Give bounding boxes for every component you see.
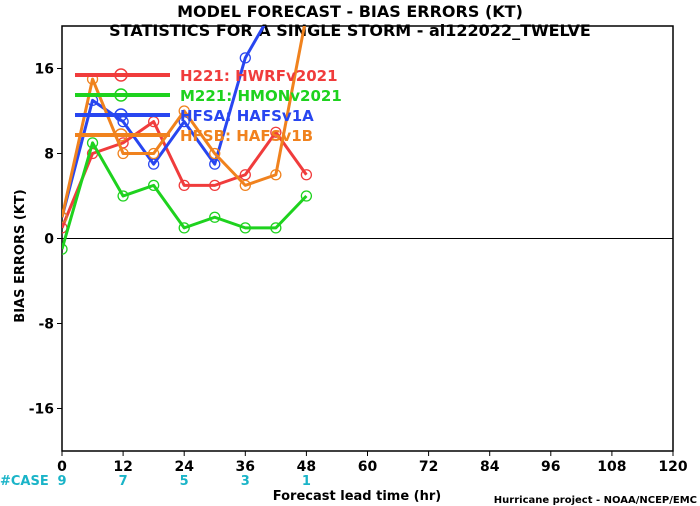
case-count: 3 — [241, 474, 250, 489]
x-tick-label: 0 — [57, 459, 67, 475]
data-point — [62, 211, 68, 223]
data-point — [270, 126, 282, 138]
series-line — [62, 120, 308, 229]
data-point — [300, 190, 313, 202]
data-point — [239, 179, 251, 192]
data-point — [300, 169, 313, 181]
data-point — [209, 211, 221, 223]
series-layer — [62, 26, 313, 255]
case-counts: 9 7 5 3 1 — [57, 474, 310, 489]
data-point — [209, 147, 221, 160]
x-tick-label: 72 — [419, 459, 438, 475]
legend-entry: HFSA: HAFSv1A — [75, 107, 314, 125]
data-point — [239, 52, 251, 64]
y-tick-label: 16 — [35, 62, 54, 78]
y-tick-label: 8 — [44, 147, 54, 163]
legend-swatch-marker — [114, 128, 128, 142]
axes: -16 -8 0 8 16 0 12 24 36 48 60 72 84 96 108 120 — [29, 25, 688, 475]
data-point — [209, 179, 221, 192]
case-count: 7 — [119, 474, 128, 489]
case-count: 9 — [57, 474, 66, 489]
case-count: 5 — [180, 474, 189, 489]
legend-label: HFSB: HAFSv1B — [180, 127, 313, 145]
legend-swatch-marker — [114, 88, 128, 102]
series-line — [62, 26, 306, 218]
x-tick-label: 12 — [113, 459, 132, 475]
case-count: 1 — [302, 474, 311, 489]
data-point — [147, 147, 160, 160]
x-axis-label: Forecast lead time (hr) — [273, 489, 441, 504]
data-point — [178, 105, 190, 117]
y-tick-label: 0 — [44, 232, 54, 248]
series-m221 — [62, 137, 313, 255]
series-line — [62, 141, 308, 250]
data-point — [117, 190, 129, 202]
series-hfsb — [62, 26, 306, 223]
data-point — [178, 222, 190, 234]
x-tick-label: 84 — [480, 459, 500, 475]
data-point — [117, 147, 129, 160]
data-point — [270, 222, 282, 234]
y-tick-label: -8 — [38, 317, 54, 333]
x-tick-label: 120 — [658, 459, 687, 475]
credit-text: Hurricane project - NOAA/NCEP/EMC — [494, 495, 697, 506]
legend-entry: M221: HMONv2021 — [75, 87, 342, 105]
x-tick-label: 36 — [236, 459, 255, 475]
x-tick-label: 24 — [174, 459, 194, 475]
data-point — [270, 169, 282, 181]
chart-title: MODEL FORECAST - BIAS ERRORS (KT) — [177, 2, 523, 21]
data-point — [178, 179, 190, 192]
legend-entry: H221: HWRFv2021 — [75, 67, 338, 85]
legend-label: M221: HMONv2021 — [180, 87, 342, 105]
legend: H221: HWRFv2021 M221: HMONv2021 HFSA: HAFS… — [75, 67, 342, 145]
x-tick-label: 48 — [297, 459, 316, 475]
data-point — [86, 137, 99, 149]
legend-swatch-marker — [114, 68, 128, 82]
data-point — [239, 222, 251, 234]
data-point — [147, 179, 160, 192]
x-tick-label: 60 — [358, 459, 378, 475]
x-tick-label: 96 — [541, 459, 560, 475]
series-line — [62, 26, 266, 218]
legend-swatch-marker — [114, 108, 128, 122]
chart-subtitle: STATISTICS FOR A SINGLE STORM - al122022… — [109, 21, 591, 40]
data-point — [62, 243, 68, 255]
legend-label: H221: HWRFv2021 — [180, 67, 338, 85]
y-axis-label: BIAS ERRORS (KT) — [13, 189, 28, 322]
legend-label: HFSA: HAFSv1A — [180, 107, 314, 125]
legend-entry: HFSB: HAFSv1B — [75, 127, 313, 145]
x-tick-label: 108 — [597, 459, 626, 475]
case-label: #CASE — [0, 474, 49, 489]
y-tick-label: -16 — [29, 402, 54, 418]
